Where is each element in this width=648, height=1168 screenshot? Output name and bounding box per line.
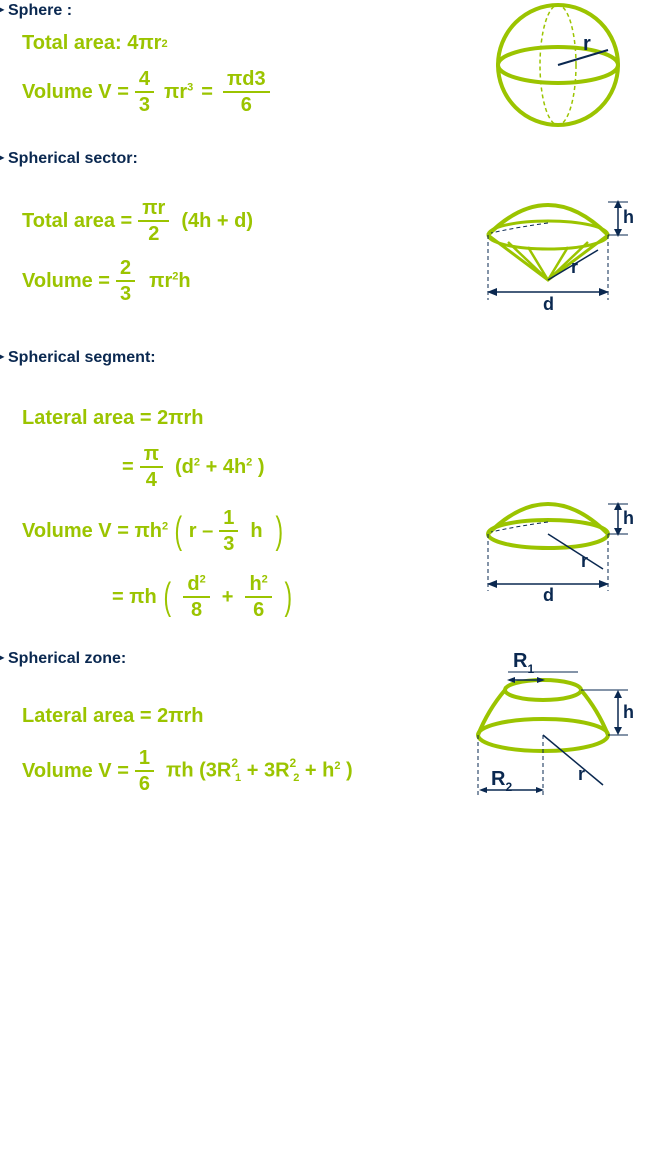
sector-frac: πr 2 bbox=[138, 198, 169, 244]
seg-frac2a: d2 8 bbox=[183, 574, 209, 620]
seg-tail1-wrap: (d2 + 4h2 ) bbox=[175, 456, 265, 479]
zone-t4: ) bbox=[346, 759, 353, 781]
seg-frac2b: h2 6 bbox=[245, 574, 271, 620]
zone-t1: πh (3R bbox=[166, 759, 231, 781]
seg-frac1-num: π bbox=[140, 444, 163, 468]
seg-vfrac-num: 1 bbox=[219, 508, 238, 532]
segment-lat-label: Lateral area = 2πrh bbox=[22, 407, 204, 430]
zone-r1-sub: 1 bbox=[235, 772, 241, 784]
seg-diag-d: d bbox=[543, 585, 554, 605]
seg-t1c: ) bbox=[258, 456, 265, 478]
seg-vol-sup: 2 bbox=[162, 520, 168, 532]
zone-t2: + 3R bbox=[247, 759, 290, 781]
sphere-diagram: r bbox=[478, 0, 638, 145]
seg-paren-l2: ( bbox=[163, 576, 171, 619]
zone-vol-label: Volume V = bbox=[22, 760, 129, 783]
seg-vol-r: r – bbox=[189, 520, 213, 543]
sphere-mid-sup: 3 bbox=[187, 81, 193, 93]
sphere-area-label: Total area: 4πr bbox=[22, 32, 161, 55]
sector-vol-label: Volume = bbox=[22, 270, 110, 293]
seg-diag-r: r bbox=[581, 551, 588, 571]
sphere-eq: = bbox=[201, 81, 213, 104]
sector-vtail: πr bbox=[149, 270, 172, 292]
sector-area-label: Total area = bbox=[22, 210, 132, 233]
seg-plus: + bbox=[222, 586, 234, 609]
seg-t1as: 2 bbox=[194, 456, 200, 468]
seg-f2a-num: d2 bbox=[183, 574, 209, 598]
sphere-frac2: πd3 6 bbox=[223, 69, 270, 115]
seg-vol-label: Volume V = πh bbox=[22, 520, 162, 542]
sector-vfrac-num: 2 bbox=[116, 258, 135, 282]
sector-vfrac-den: 3 bbox=[116, 282, 135, 304]
sphere-vol-label: Volume V = bbox=[22, 81, 129, 104]
seg-f2b-den: 6 bbox=[249, 598, 268, 620]
sector-diag-h: h bbox=[623, 207, 634, 227]
sphere-mid: πr bbox=[164, 81, 187, 103]
seg-paren-r2: ) bbox=[284, 576, 292, 619]
sphere-diag-r: r bbox=[583, 33, 591, 55]
segment-diagram: r h d bbox=[463, 479, 638, 619]
zone-frac: 1 6 bbox=[135, 748, 154, 794]
seg-t1a: (d bbox=[175, 456, 194, 478]
zone-frac-num: 1 bbox=[135, 748, 154, 772]
sphere-frac2-num: πd3 bbox=[223, 69, 270, 93]
sector-area-tail: (4h + d) bbox=[181, 210, 253, 233]
sphere-frac2-den: 6 bbox=[237, 93, 256, 115]
segment-title: Spherical segment: bbox=[8, 349, 648, 367]
zone-t3: + h bbox=[305, 759, 334, 781]
seg-paren-r1: ) bbox=[275, 510, 283, 553]
sector-vtail2: h bbox=[178, 270, 190, 292]
sector-diag-r: r bbox=[571, 257, 578, 277]
zone-lat-label: Lateral area = 2πrh bbox=[22, 705, 204, 728]
seg-eq2: = πh bbox=[112, 586, 157, 609]
zone-frac-den: 6 bbox=[135, 772, 154, 794]
seg-frac1-den: 4 bbox=[142, 468, 161, 490]
sector-frac-den: 2 bbox=[144, 222, 163, 244]
sector-vfrac: 2 3 bbox=[116, 258, 135, 304]
seg-f2a-den: 8 bbox=[187, 598, 206, 620]
seg-t1b: + 4h bbox=[206, 456, 247, 478]
seg-paren-l1: ( bbox=[175, 510, 183, 553]
sector-frac-num: πr bbox=[138, 198, 169, 222]
zone-tail-wrap: πh (3R21 + 3R22 + h2 ) bbox=[166, 758, 353, 785]
zone-diag-h: h bbox=[623, 702, 634, 722]
seg-vfrac-den: 3 bbox=[219, 532, 238, 554]
sector-diag-d: d bbox=[543, 294, 554, 314]
seg-diag-h: h bbox=[623, 508, 634, 528]
seg-f2b-num: h2 bbox=[245, 574, 271, 598]
seg-vol-h: h bbox=[250, 520, 262, 543]
seg-t1bs: 2 bbox=[246, 456, 252, 468]
sphere-frac1-num: 4 bbox=[135, 69, 154, 93]
sphere-area-sup: 2 bbox=[161, 38, 167, 50]
zone-r2-sub: 2 bbox=[293, 772, 299, 784]
sector-diagram: r h d bbox=[463, 180, 638, 330]
seg-eq1: = bbox=[122, 456, 134, 479]
sector-vtail-wrap: πr2h bbox=[149, 270, 190, 293]
sector-title: Spherical sector: bbox=[8, 150, 648, 168]
sphere-frac1-den: 3 bbox=[135, 93, 154, 115]
seg-vfrac: 1 3 bbox=[219, 508, 238, 554]
zone-diagram: r R1 R2 h bbox=[453, 645, 638, 820]
zone-h-sup: 2 bbox=[334, 760, 340, 772]
seg-vol-label-wrap: Volume V = πh2 bbox=[22, 520, 168, 543]
zone-r2-sup: 2 bbox=[290, 756, 297, 770]
zone-r1-sup: 2 bbox=[231, 756, 238, 770]
sphere-mid-wrap: πr3 bbox=[164, 81, 193, 104]
segment-lat: Lateral area = 2πrh bbox=[22, 407, 648, 430]
seg-frac1: π 4 bbox=[140, 444, 163, 490]
sphere-frac1: 4 3 bbox=[135, 69, 154, 115]
zone-diag-r: r bbox=[578, 764, 585, 784]
